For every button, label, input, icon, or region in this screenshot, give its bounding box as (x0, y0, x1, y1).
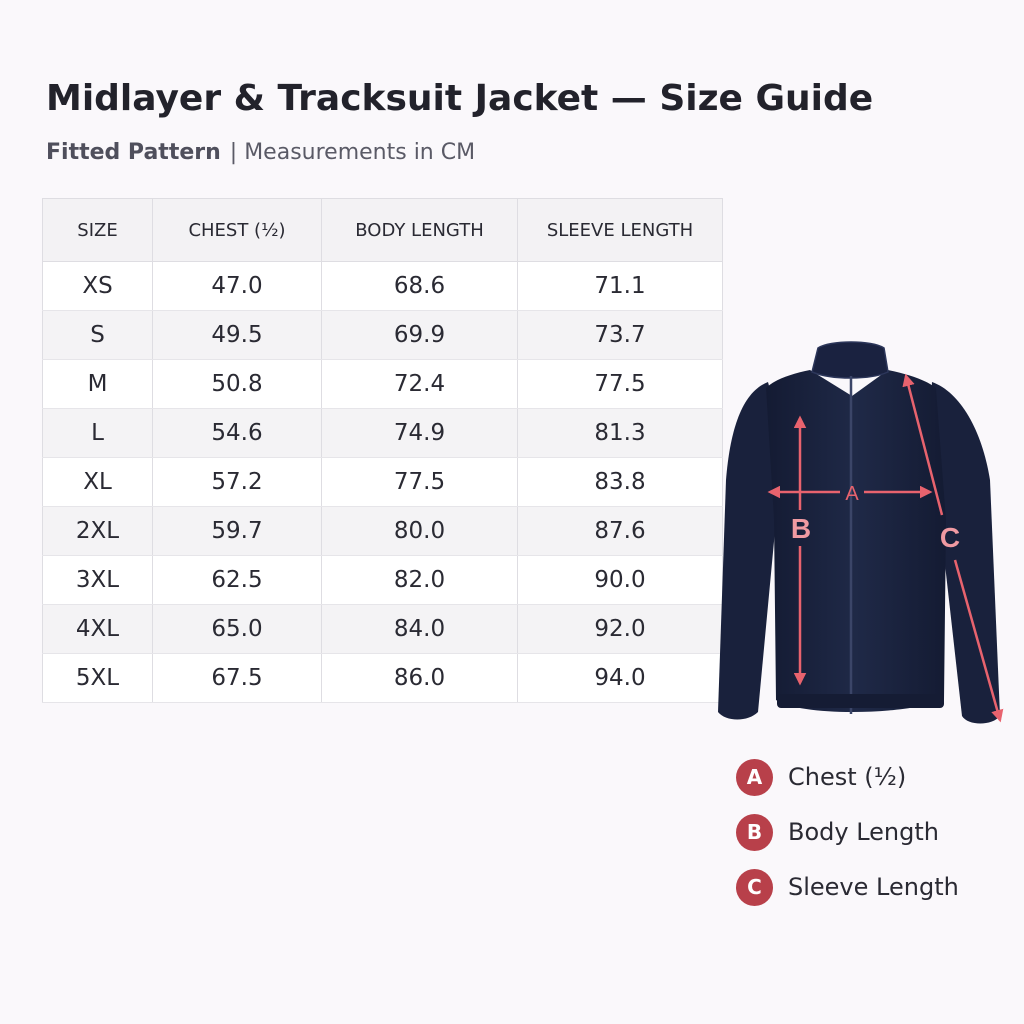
cell-size: M (42, 359, 153, 409)
size-table: SIZE CHEST (½) BODY LENGTH SLEEVE LENGTH… (42, 198, 723, 703)
cell-sleeve-length: 83.8 (517, 457, 723, 507)
table-header-row: SIZE CHEST (½) BODY LENGTH SLEEVE LENGTH (42, 198, 723, 262)
cell-body-length: 86.0 (321, 653, 518, 703)
cell-chest: 62.5 (152, 555, 322, 605)
legend-label-sleeve-length: Sleeve Length (788, 873, 959, 901)
table-row: M 50.8 72.4 77.5 (42, 359, 723, 409)
table-row: XS 47.0 68.6 71.1 (42, 261, 723, 311)
cell-sleeve-length: 81.3 (517, 408, 723, 458)
table-row: S 49.5 69.9 73.7 (42, 310, 723, 360)
cell-chest: 50.8 (152, 359, 322, 409)
sleeve-length-arrow-bottom (953, 559, 1004, 723)
page-subtitle: Fitted Pattern | Measurements in CM (46, 140, 475, 165)
jacket-hem (777, 694, 944, 708)
cell-size: 5XL (42, 653, 153, 703)
cell-size: XL (42, 457, 153, 507)
cell-size: 2XL (42, 506, 153, 556)
legend-label-body-length: Body Length (788, 818, 939, 846)
header-sleeve-length: SLEEVE LENGTH (517, 198, 723, 262)
cell-chest: 57.2 (152, 457, 322, 507)
cell-size: XS (42, 261, 153, 311)
cell-body-length: 68.6 (321, 261, 518, 311)
cell-sleeve-length: 94.0 (517, 653, 723, 703)
legend-item-sleeve-length: C Sleeve Length (736, 868, 959, 906)
cell-body-length: 82.0 (321, 555, 518, 605)
header-chest: CHEST (½) (152, 198, 322, 262)
sleeve-length-arrow-top (902, 373, 944, 516)
cell-chest: 49.5 (152, 310, 322, 360)
table-row: 2XL 59.7 80.0 87.6 (42, 506, 723, 556)
jacket-body (766, 370, 946, 712)
marker-a: A (845, 483, 859, 505)
table-row: XL 57.2 77.5 83.8 (42, 457, 723, 507)
legend-badge-b: B (736, 813, 773, 851)
jacket-collar (811, 341, 889, 379)
cell-chest: 65.0 (152, 604, 322, 654)
cell-sleeve-length: 90.0 (517, 555, 723, 605)
subtitle-separator: | (229, 140, 238, 165)
units-label: Measurements in CM (244, 140, 476, 165)
cell-sleeve-length: 73.7 (517, 310, 723, 360)
cell-body-length: 84.0 (321, 604, 518, 654)
cell-sleeve-length: 87.6 (517, 506, 723, 556)
marker-b: B (791, 513, 811, 544)
cell-size: L (42, 408, 153, 458)
cell-sleeve-length: 77.5 (517, 359, 723, 409)
legend-badge-a: A (736, 758, 773, 796)
cell-chest: 47.0 (152, 261, 322, 311)
legend-badge-c: C (736, 868, 773, 906)
cell-chest: 54.6 (152, 408, 322, 458)
cell-sleeve-length: 92.0 (517, 604, 723, 654)
marker-c: C (940, 522, 960, 553)
header-size: SIZE (42, 198, 153, 262)
cell-body-length: 72.4 (321, 359, 518, 409)
cell-body-length: 69.9 (321, 310, 518, 360)
table-row: 4XL 65.0 84.0 92.0 (42, 604, 723, 654)
cell-size: 3XL (42, 555, 153, 605)
legend-item-chest: A Chest (½) (736, 758, 959, 796)
page-title: Midlayer & Tracksuit Jacket — Size Guide (46, 78, 874, 119)
measurement-legend: A Chest (½) B Body Length C Sleeve Lengt… (736, 758, 959, 923)
header-body-length: BODY LENGTH (321, 198, 518, 262)
cell-chest: 67.5 (152, 653, 322, 703)
cell-body-length: 77.5 (321, 457, 518, 507)
cell-chest: 59.7 (152, 506, 322, 556)
table-row: L 54.6 74.9 81.3 (42, 408, 723, 458)
table-row: 3XL 62.5 82.0 90.0 (42, 555, 723, 605)
cell-sleeve-length: 71.1 (517, 261, 723, 311)
pattern-label: Fitted Pattern (46, 140, 221, 165)
jacket-right-sleeve (930, 382, 1000, 724)
cell-size: S (42, 310, 153, 360)
legend-label-chest: Chest (½) (788, 763, 907, 791)
jacket-left-sleeve (718, 382, 778, 720)
cell-body-length: 74.9 (321, 408, 518, 458)
cell-size: 4XL (42, 604, 153, 654)
jacket-measurement-diagram: A B C (718, 341, 1004, 724)
cell-body-length: 80.0 (321, 506, 518, 556)
table-row: 5XL 67.5 86.0 94.0 (42, 653, 723, 703)
legend-item-body-length: B Body Length (736, 813, 959, 851)
